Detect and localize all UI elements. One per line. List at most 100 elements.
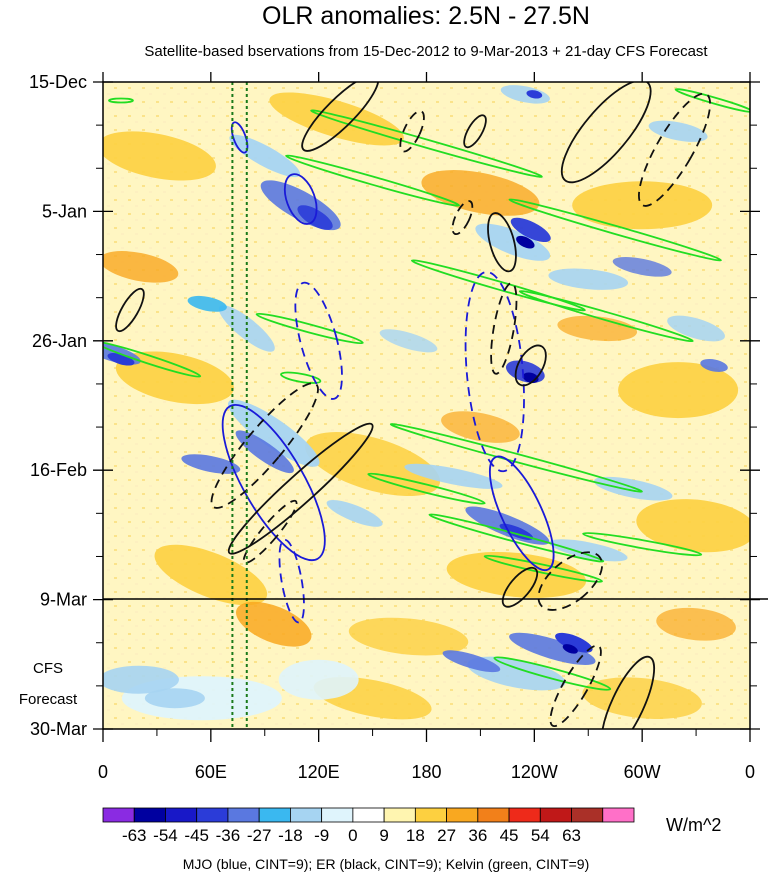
- mjo-contour: [283, 173, 318, 225]
- olr-anomaly-patch: [555, 632, 593, 653]
- colorbar-swatch: [508, 807, 541, 823]
- olr-anomaly-patch: [446, 551, 587, 598]
- colorbar-swatch: [477, 807, 510, 823]
- colorbar-label: 36: [468, 826, 487, 845]
- x-tick-label: 0: [745, 762, 755, 782]
- olr-anomaly-patch: [667, 315, 725, 342]
- er-contour: [242, 499, 298, 564]
- colorbar-units: W/m^2: [666, 815, 721, 835]
- colorbar-label: 63: [562, 826, 581, 845]
- kelvin-contour: [367, 472, 486, 505]
- er-contour: [463, 114, 487, 149]
- er-contour: [537, 551, 603, 611]
- er-contour: [301, 82, 380, 152]
- kelvin-contour: [493, 656, 612, 691]
- olr-anomaly-patch: [187, 295, 227, 312]
- er-contour: [210, 382, 319, 509]
- olr-anomaly-patch: [526, 90, 543, 99]
- olr-anomaly-patch: [548, 539, 628, 562]
- forecast-label-line2: Forecast: [19, 691, 78, 708]
- olr-anomaly-patch: [500, 85, 550, 104]
- olr-anomaly-patch: [404, 463, 503, 489]
- er-contour: [490, 282, 518, 375]
- mjo-contour: [464, 271, 525, 473]
- er-contour: [487, 212, 517, 273]
- olr-anomaly-patch: [107, 353, 135, 366]
- x-tick-label: 120W: [511, 762, 558, 782]
- olr-anomaly-patch: [144, 688, 205, 709]
- olr-anomaly-patch: [548, 268, 629, 290]
- colorbar-label: 9: [379, 826, 388, 845]
- x-tick-label: 0: [98, 762, 108, 782]
- y-axis: 15-Dec 5-Jan 26-Jan 16-Feb 9-Mar 30-Mar: [29, 72, 760, 739]
- y-tick-label: 16-Feb: [30, 460, 87, 480]
- colorbar-label: -18: [278, 826, 303, 845]
- olr-anomaly-patch: [593, 476, 673, 501]
- kelvin-contour: [410, 259, 586, 312]
- olr-anomaly-patch: [510, 217, 551, 243]
- olr-anomaly-patch: [103, 131, 216, 181]
- er-contour: [227, 422, 374, 555]
- colorbar-label: 0: [348, 826, 357, 845]
- colorbar-label: -63: [122, 826, 147, 845]
- olr-anomaly-patch: [582, 677, 702, 719]
- mjo-contour: [488, 455, 555, 572]
- colorbar-swatch: [133, 807, 166, 823]
- colorbar-label: 18: [406, 826, 425, 845]
- y-tick-label: 5-Jan: [42, 201, 87, 221]
- plot-area: [103, 82, 750, 729]
- mjo-contour: [278, 538, 305, 624]
- kelvin-contour: [255, 312, 364, 345]
- colorbar-label: 54: [531, 826, 550, 845]
- colorbar-swatch: [165, 807, 198, 823]
- colorbar-swatch: [539, 807, 572, 823]
- kelvin-contour: [108, 97, 134, 104]
- kelvin-contour: [674, 88, 750, 113]
- chart-title: OLR anomalies: 2.5N - 27.5N: [262, 2, 590, 30]
- chart-subtitle: Satellite-based bservations from 15-Dec-…: [144, 43, 708, 60]
- colorbar-swatch: [258, 807, 291, 823]
- kelvin-contour: [508, 198, 722, 262]
- olr-anomaly-patch: [379, 329, 438, 353]
- colorbar-label: -54: [153, 826, 178, 845]
- olr-anomaly-patch: [278, 659, 359, 700]
- mjo-contour: [294, 281, 343, 400]
- kelvin-contour: [389, 423, 643, 493]
- olr-anomaly-patch: [562, 644, 578, 654]
- olr-anomaly-patch: [700, 358, 728, 372]
- x-tick-label: 120E: [298, 762, 340, 782]
- chart-footer: MJO (blue, CINT=9); ER (black, CINT=9); …: [183, 856, 590, 872]
- olr-anomaly-patch: [227, 399, 320, 467]
- olr-anomaly-patch: [557, 315, 638, 342]
- colorbar-label: -9: [314, 826, 329, 845]
- olr-anomaly-patch: [636, 499, 750, 553]
- colorbar-label: 45: [500, 826, 519, 845]
- x-axis: 0 60E 120E 180 120W 60W 0: [98, 72, 755, 782]
- er-contour: [501, 566, 539, 608]
- colorbar-swatch: [321, 807, 354, 823]
- colorbar-swatch: [290, 807, 323, 823]
- y-tick-label: 30-Mar: [30, 719, 87, 739]
- colorbar-swatch: [227, 807, 260, 823]
- olr-anomaly-patch: [103, 251, 179, 283]
- er-contour: [399, 110, 425, 153]
- er-contour: [514, 344, 547, 387]
- olr-anomaly-patch: [475, 223, 551, 261]
- er-contour: [600, 655, 656, 729]
- er-contour: [115, 287, 145, 333]
- mjo-contour: [230, 121, 249, 154]
- olr-anomaly-patch: [115, 351, 234, 405]
- olr-anomaly-patch: [516, 235, 535, 249]
- y-tick-label: 9-Mar: [40, 590, 87, 610]
- colorbar-swatch: [602, 807, 635, 823]
- colorbar-label: -45: [184, 826, 209, 845]
- x-tick-label: 60E: [195, 762, 227, 782]
- kelvin-contour: [483, 554, 603, 583]
- olr-anomaly-patch: [103, 665, 179, 694]
- olr-anomaly-patch: [235, 430, 294, 474]
- colorbar-swatch: [102, 807, 135, 823]
- olr-anomaly-patch: [236, 601, 312, 647]
- colorbar-swatch: [383, 807, 416, 823]
- olr-anomaly-patch: [154, 544, 268, 606]
